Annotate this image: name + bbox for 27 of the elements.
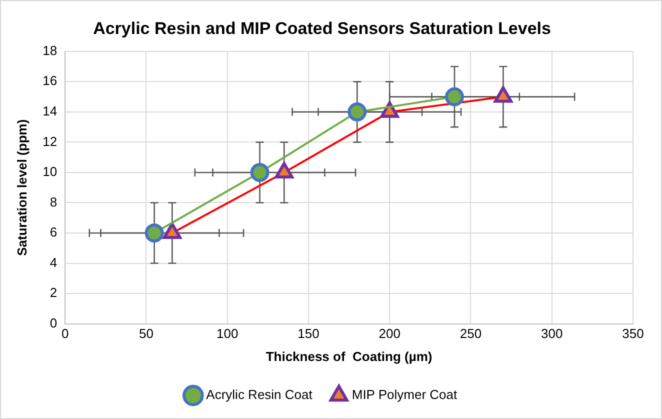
y-tick-label: 2: [50, 285, 58, 300]
x-tick-label: 250: [460, 326, 482, 342]
chart-title: Acrylic Resin and MIP Coated Sensors Saturation Levels: [93, 18, 551, 38]
y-axis-title: Saturation level (ppm): [14, 119, 30, 256]
y-tick-label: 16: [42, 73, 58, 88]
legend-label: MIP Polymer Coat: [352, 387, 458, 402]
x-tick-label: 0: [61, 326, 69, 342]
x-tick-label: 100: [216, 326, 238, 342]
x-tick-label: 350: [622, 326, 644, 342]
x-tick-label: 200: [378, 326, 400, 342]
y-tick-label: 10: [42, 164, 58, 180]
y-tick-label: 18: [42, 42, 58, 58]
y-tick-label: 14: [42, 104, 58, 119]
y-tick-label: 8: [50, 194, 58, 210]
y-tick-label: 6: [50, 224, 58, 240]
x-tick-label: 50: [138, 326, 154, 342]
point: [445, 87, 464, 106]
x-axis-title: Thickness of Coating (µm): [266, 348, 432, 364]
y-tick-label: 12: [42, 134, 58, 149]
point: [348, 102, 367, 122]
y-tick-label: 0: [50, 315, 58, 330]
point: [250, 162, 270, 182]
point: [144, 224, 164, 242]
y-tick-label: 4: [50, 254, 58, 270]
x-tick-label: 150: [298, 326, 320, 342]
legend-label: Acrylic Resin Coat: [206, 387, 313, 402]
x-tick-label: 300: [541, 326, 563, 342]
